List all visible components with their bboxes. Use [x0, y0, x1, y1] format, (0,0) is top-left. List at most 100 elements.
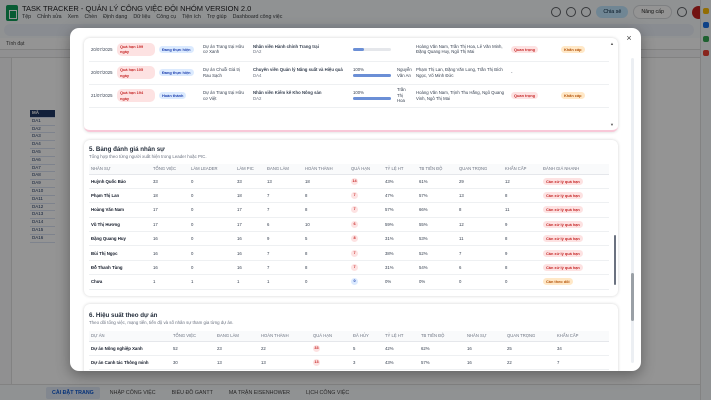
code-cell[interactable]: DA10: [30, 188, 55, 196]
code-cell[interactable]: DA1: [30, 118, 55, 126]
apps-grid-icon[interactable]: [677, 7, 687, 17]
staff-column-header[interactable]: QUAN TRỌNG: [457, 164, 503, 175]
project-column-header[interactable]: ĐANG LÀM: [215, 331, 259, 342]
code-cell[interactable]: DA9: [30, 180, 55, 188]
code-cell[interactable]: DA11: [30, 196, 55, 204]
row-headers[interactable]: [0, 58, 12, 384]
modal-scrollbar[interactable]: [631, 58, 634, 363]
history-icon[interactable]: [551, 7, 562, 17]
task-date-cell: 20/07/2025: [89, 38, 115, 62]
staff-column-header[interactable]: TỔNG VIỆC: [151, 164, 189, 175]
staff-cell: Bùi Thị Ngọc: [89, 245, 151, 261]
staff-column-header[interactable]: QUÁ HẠN: [349, 164, 383, 175]
project-column-header[interactable]: HOÀN THÀNH: [259, 331, 311, 342]
staff-row[interactable]: Huỳnh Quốc Bảo 33 0 33 13 18 14 43% 61% 29 12 Cần x…: [89, 174, 609, 189]
share-button[interactable]: Chia sẻ: [596, 6, 629, 18]
code-cell[interactable]: DA8: [30, 172, 55, 181]
quick-evaluation-badge: Cần theo dõi: [543, 278, 573, 286]
project-column-header[interactable]: NHÂN SỰ: [465, 331, 505, 342]
document-title[interactable]: TASK TRACKER - QUẢN LÝ CÔNG VIỆC ĐỘI NHÓ…: [22, 4, 252, 13]
calendar-icon[interactable]: [703, 36, 709, 42]
project-column-header[interactable]: DỰ ÁN: [89, 331, 171, 342]
menu-dashboard[interactable]: Dashboard công việc: [232, 14, 283, 20]
code-cell[interactable]: DA12: [30, 204, 55, 212]
project-column-header[interactable]: QUAN TRỌNG: [505, 331, 555, 342]
code-cell[interactable]: DA3: [30, 133, 55, 142]
staff-cell: 11: [503, 202, 541, 218]
progress-cell: 100%: [351, 61, 395, 85]
tasks-icon[interactable]: [703, 22, 709, 28]
video-call-icon[interactable]: [581, 7, 592, 17]
staff-column-header[interactable]: TỶ LỆ HT: [383, 164, 417, 175]
staff-cell: 8: [457, 202, 503, 218]
tab-lich-cong-viec[interactable]: LỊCH CÔNG VIỆC: [305, 389, 350, 396]
menu-help[interactable]: Trợ giúp: [206, 14, 227, 20]
task-row[interactable]: 21/07/2025 Quá hạn 194 ngày Hoàn thành Dự á…: [89, 84, 609, 108]
staff-row[interactable]: Chưa 1 1 1 1 0 0 0% 0% 0 0 Cần theo dõi: [89, 274, 609, 290]
scroll-up-icon[interactable]: ▲: [610, 41, 614, 46]
scroll-down-icon[interactable]: ▼: [610, 122, 614, 127]
overdue-count-badge: 6: [351, 220, 358, 228]
staff-column-header[interactable]: TB TIẾN ĐỘ: [417, 164, 457, 175]
staff-table-scrollbar[interactable]: [614, 235, 616, 285]
staff-column-header[interactable]: LÀM LEADER: [189, 164, 235, 175]
staff-column-header[interactable]: ĐANG LÀM: [265, 164, 303, 175]
menu-extensions[interactable]: Tiện ích: [182, 14, 201, 20]
task-row[interactable]: 20/07/2025 Quá hạn 199 ngày Đang thực hiện…: [89, 38, 609, 62]
code-cell[interactable]: DA13: [30, 211, 55, 220]
menu-format[interactable]: Định dạng: [103, 14, 128, 20]
task-row[interactable]: 20/07/2025 Quá hạn 105 ngày Đang thực hiện…: [89, 61, 609, 85]
staff-cell: 0: [189, 174, 235, 189]
project-row[interactable]: Dự án Nông nghiệp Xanh 52 23 22 33 5 42% 62% 16 2…: [89, 341, 609, 356]
tab-cai-dat-trang[interactable]: CÀI ĐẶT TRANG: [46, 386, 100, 399]
project-column-header[interactable]: TỶ LỆ HT: [383, 331, 419, 342]
name-box[interactable]: Tính đạt: [6, 41, 25, 47]
project-row[interactable]: Dự án Trang trại Hữu cơ Việt10343140%50%…: [89, 369, 609, 371]
project-column-header[interactable]: ĐÃ HỦY: [351, 331, 383, 342]
sheets-logo-icon[interactable]: [6, 5, 18, 21]
tab-nhap-cong-viec[interactable]: NHẬP CÔNG VIỆC: [109, 389, 156, 396]
staff-cell: 8: [503, 188, 541, 204]
menu-edit[interactable]: Chỉnh sửa: [37, 14, 62, 20]
project-column-header[interactable]: KHẨN CẤP: [555, 331, 609, 342]
staff-column-header[interactable]: KHẨN CẤP: [503, 164, 541, 175]
project-cell: 16: [465, 355, 505, 370]
staff-row[interactable]: Bùi Thị Ngọc 16 0 16 7 8 7 38% 52% 7 9 Cần xử lý qu…: [89, 245, 609, 261]
project-row[interactable]: Dự án Canh tác Thông minh 30 13 13 13 3 43% 57%…: [89, 355, 609, 370]
tab-ma-tran-eisenhower[interactable]: MA TRẬN EISENHOWER: [228, 389, 290, 396]
code-cell[interactable]: DA16: [30, 235, 55, 243]
comment-icon[interactable]: [566, 7, 577, 17]
upgrade-button[interactable]: Nâng cấp: [633, 5, 672, 19]
menu-view[interactable]: Xem: [67, 14, 79, 20]
tab-bieu-do-gantt[interactable]: BIỂU ĐỒ GANTT: [171, 389, 213, 396]
code-cell[interactable]: DA7: [30, 165, 55, 173]
staff-row[interactable]: Vũ Thị Hương 17 0 17 6 10 6 59% 55% 12 9 Cần xử lý …: [89, 217, 609, 233]
staff-column-header[interactable]: NHÂN SỰ: [89, 164, 151, 175]
staff-row[interactable]: Đặng Quang Huy 16 0 16 9 5 8 31% 53% 11 8 Cần xử lý…: [89, 231, 609, 247]
menu-data[interactable]: Dữ liệu: [133, 14, 151, 20]
close-icon[interactable]: ×: [626, 33, 632, 43]
project-column-header[interactable]: QUÁ HẠN: [311, 331, 351, 342]
code-cell[interactable]: DA4: [30, 141, 55, 149]
code-cell[interactable]: DA6: [30, 157, 55, 165]
project-column-header[interactable]: TỔNG VIỆC: [171, 331, 215, 342]
staff-row[interactable]: Đỗ Thanh Tùng 16 0 16 7 8 7 31% 54% 6 8 Cần xử lý q…: [89, 260, 609, 276]
code-cell[interactable]: DA14: [30, 219, 55, 227]
menu-tools[interactable]: Công cụ: [156, 14, 177, 20]
staff-row[interactable]: Phạm Thị Lan 18 0 18 7 8 7 47% 57% 13 8 Cần xử lý q…: [89, 188, 609, 204]
menu-file[interactable]: Tệp: [22, 14, 32, 20]
keep-icon[interactable]: [703, 8, 709, 14]
code-cell[interactable]: DA15: [30, 227, 55, 235]
project-column-header[interactable]: TB TIẾN ĐỘ: [419, 331, 465, 342]
staff-column-header[interactable]: HOÀN THÀNH: [303, 164, 349, 175]
maps-icon[interactable]: [703, 50, 709, 56]
staff-row[interactable]: Hoàng Văn Nam 17 0 17 7 8 7 57% 66% 8 11 Cần xử lý …: [89, 202, 609, 218]
staff-cell: 1: [235, 274, 265, 290]
staff-cell: 17: [235, 217, 265, 233]
staff-column-header[interactable]: ĐÁNH GIÁ NHANH: [541, 164, 609, 175]
staff-column-header[interactable]: LÀM PIC: [235, 164, 265, 175]
modal-scrollbar-thumb[interactable]: [631, 273, 634, 321]
code-cell[interactable]: DA5: [30, 149, 55, 157]
menu-insert[interactable]: Chèn: [84, 14, 98, 20]
code-cell[interactable]: DA2: [30, 126, 55, 134]
